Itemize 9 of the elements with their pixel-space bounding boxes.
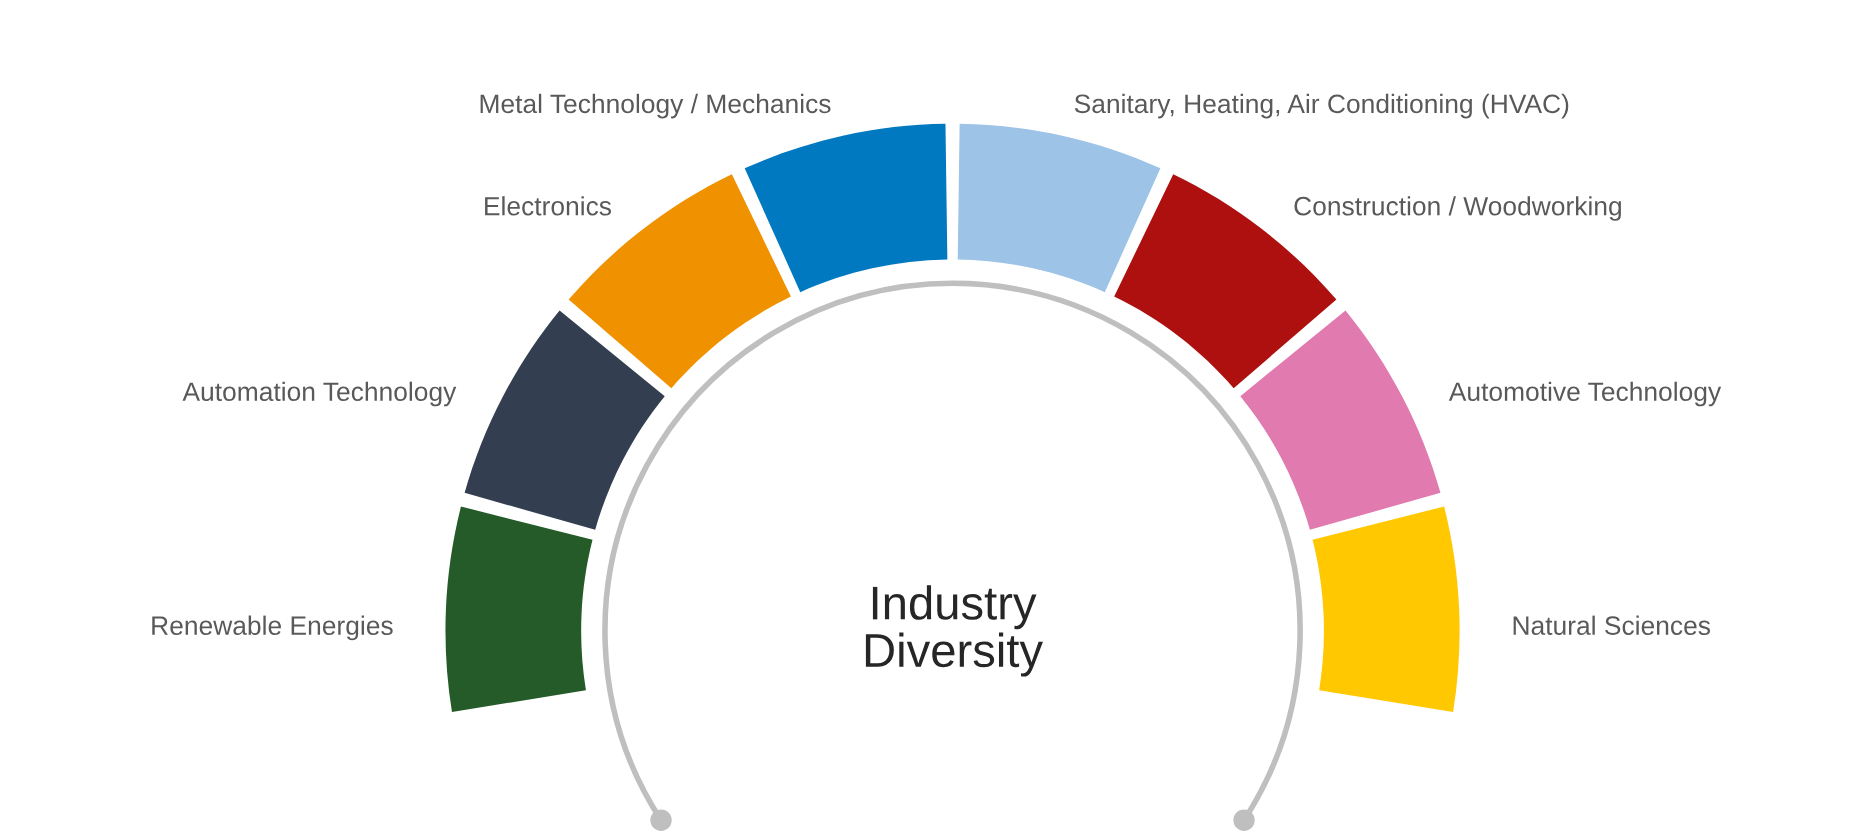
- slice-label: Electronics: [485, 196, 612, 216]
- slice-label: Sanitary, Heating, Air Conditioning (HVAC): [1074, 93, 1569, 119]
- text: Industry Diversity: [865, 585, 1043, 677]
- slice-label: Natural Sciences: [1513, 615, 1710, 635]
- slice-label: Construction / Woodworking: [1294, 196, 1621, 221]
- slice-label: Automation Technology: [182, 381, 457, 407]
- slice-label: Automotive Technology: [1448, 381, 1722, 407]
- slice-label: Metal Technology / Mechanics: [480, 93, 831, 119]
- slice-label: Renewable Energies: [152, 615, 393, 641]
